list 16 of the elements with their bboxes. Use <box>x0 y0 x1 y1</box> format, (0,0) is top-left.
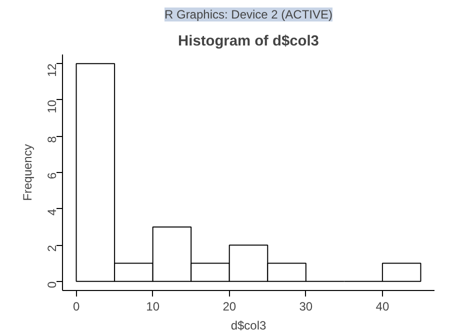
text: R Graphics: Device 2 (ACTIVE) <box>164 8 333 22</box>
x-tick-label: 40 <box>376 300 390 314</box>
x-tick-label: 20 <box>222 300 236 314</box>
y-tick-label: 6 <box>45 172 59 180</box>
x-tick-label: 0 <box>72 300 80 314</box>
y-tick-label: 10 <box>45 100 59 114</box>
x-tick-label: 30 <box>299 300 313 314</box>
x-axis-title: d$col3 <box>230 318 267 332</box>
y-axis-title: Frequency <box>20 144 34 201</box>
y-tick-label: 2 <box>45 244 59 252</box>
y-tick-label: 8 <box>45 136 59 143</box>
y-tick-label: 4 <box>45 208 59 216</box>
chart-title: Histogram of d$col3 <box>178 34 319 50</box>
y-tick-label: 12 <box>45 63 59 77</box>
y-tick-label: 0 <box>45 281 59 288</box>
x-tick-label: 10 <box>146 300 160 314</box>
